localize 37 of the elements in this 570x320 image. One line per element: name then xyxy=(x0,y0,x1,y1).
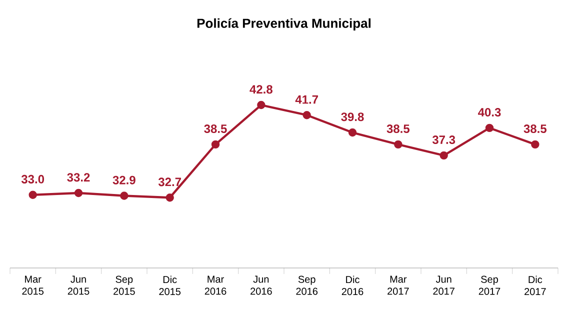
point xyxy=(348,128,357,137)
data-label: 37.3 xyxy=(432,136,456,144)
point xyxy=(531,140,540,149)
data-label: 41.7 xyxy=(295,95,318,104)
data-label: 38.5 xyxy=(524,124,547,134)
data-label: 40.3 xyxy=(478,108,501,117)
point xyxy=(166,194,174,202)
x-tick-label: Sep 2016 xyxy=(296,276,318,295)
x-tick-label: Mar 2017 xyxy=(388,276,409,295)
data-label: 39.8 xyxy=(341,112,364,122)
point xyxy=(257,100,266,110)
x-tick-label: Sep 2015 xyxy=(114,276,135,295)
point xyxy=(302,111,311,120)
point xyxy=(211,140,220,149)
data-label: 32.7 xyxy=(158,178,181,186)
point xyxy=(394,140,402,149)
x-tick-label: Dic 2015 xyxy=(159,276,181,296)
point xyxy=(28,190,37,199)
data-label: 32.9 xyxy=(112,176,136,184)
point xyxy=(485,124,494,132)
x-tick-label: Dic 2016 xyxy=(342,276,364,296)
data-label: 42.8 xyxy=(250,85,272,94)
point xyxy=(74,188,83,198)
data-label: 38.5 xyxy=(204,124,227,134)
data-label: 33.2 xyxy=(67,173,90,182)
point xyxy=(440,151,448,160)
x-tick-label: Jun 2017 xyxy=(433,276,454,295)
x-tick-label: Jun 2015 xyxy=(68,276,90,295)
x-tick-label: Sep 2017 xyxy=(478,276,500,295)
data-label: 33.0 xyxy=(21,174,44,184)
chart-title: Policía Preventiva Municipal xyxy=(197,18,370,30)
x-tick-label: Mar 2016 xyxy=(204,276,226,295)
x-tick-label: Dic 2017 xyxy=(524,276,546,296)
point xyxy=(120,192,128,200)
x-tick-label: Mar 2015 xyxy=(22,276,44,295)
x-tick-label: Jun 2016 xyxy=(250,276,272,295)
data-label: 38.5 xyxy=(386,124,410,134)
